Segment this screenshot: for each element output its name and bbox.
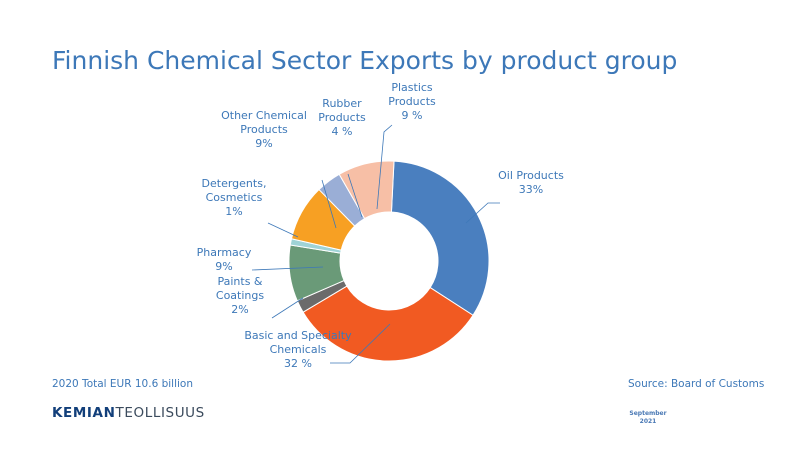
leader-line: [321, 179, 337, 229]
total-note: 2020 Total EUR 10.6 billion: [52, 378, 194, 390]
leader-line: [330, 323, 391, 364]
slice-label: Oil Products 33%: [498, 169, 564, 196]
donut-slice: [302, 285, 474, 362]
date-month: September: [629, 410, 667, 417]
slice-label: Pharmacy 9%: [197, 246, 252, 273]
leader-line: [465, 202, 500, 224]
brand-logo-light: TEOLLISUUS: [115, 405, 205, 421]
slice-label: Detergents, Cosmetics 1%: [202, 177, 267, 218]
brand-logo: KEMIANTEOLLISUUS: [52, 405, 205, 421]
leader-line: [376, 124, 393, 210]
chart-title: Finnish Chemical Sector Exports by produ…: [52, 46, 678, 75]
donut-slice: [390, 160, 490, 316]
leader-line: [251, 266, 324, 271]
source-note: Source: Board of Customs: [628, 378, 765, 390]
date-stamp: September 2021: [618, 410, 678, 426]
slice-label: Plastics Products 9 %: [388, 81, 436, 122]
brand-logo-bold: KEMIAN: [52, 405, 116, 421]
date-year: 2021: [639, 418, 657, 425]
slice-label: Other Chemical Products 9%: [221, 109, 307, 150]
slice-label: Basic and Specialty Chemicals 32 %: [244, 329, 352, 370]
leader-line: [271, 297, 304, 319]
leader-line: [347, 173, 363, 218]
slice-label: Paints & Coatings 2%: [216, 275, 264, 316]
leader-line: [267, 222, 299, 238]
slice-label: Rubber Products 4 %: [318, 97, 366, 138]
